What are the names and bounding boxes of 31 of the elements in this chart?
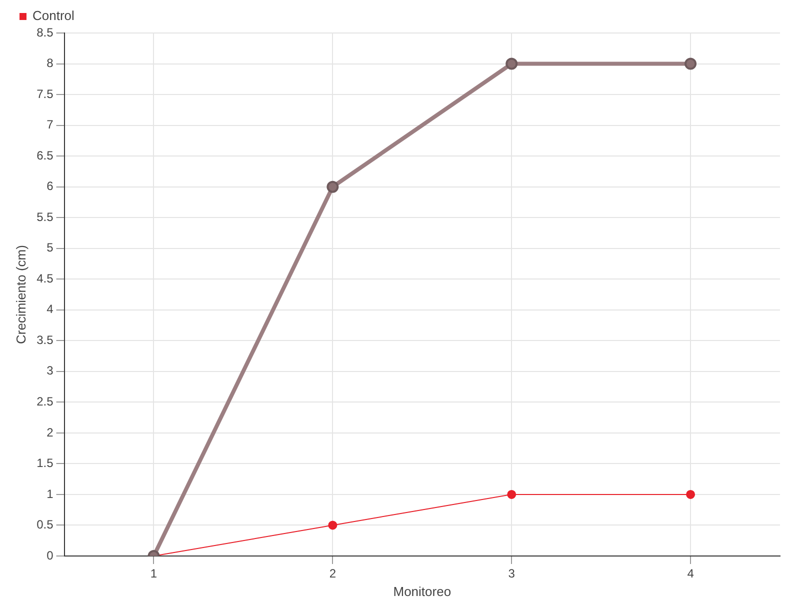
x-tick-label: 2 xyxy=(329,566,336,581)
y-tick-label: 5 xyxy=(46,240,54,255)
point xyxy=(326,180,339,193)
y-tick-label: 6 xyxy=(46,179,54,194)
y-tick-label: 1.5 xyxy=(36,456,54,470)
y-axis-title: Crecimiento (cm) xyxy=(13,245,28,344)
y-tick-label: 0 xyxy=(46,548,54,562)
y-tick-label: 7 xyxy=(46,118,54,132)
point xyxy=(684,58,697,70)
point xyxy=(328,520,338,530)
y-tick-label: 6.5 xyxy=(36,148,54,162)
y-tick-label: 1 xyxy=(46,486,54,501)
x-tick-label: 1 xyxy=(150,566,158,581)
y-tick-label: 8.5 xyxy=(36,25,54,40)
y-tick-label: 7.5 xyxy=(36,86,54,101)
y-tick-label: 4 xyxy=(46,302,54,316)
y-tick-label: 5.5 xyxy=(36,210,54,224)
y-tick-label: 4.5 xyxy=(36,271,54,286)
point xyxy=(507,490,516,499)
point xyxy=(686,490,696,499)
x-axis-title: Monitoreo xyxy=(393,584,452,599)
x-tick-label: 4 xyxy=(687,566,694,581)
y-tick-label: 3.5 xyxy=(36,332,54,347)
point xyxy=(506,58,518,70)
y-tick-label: 8 xyxy=(46,56,54,70)
legend-label: Control xyxy=(32,8,75,24)
y-tick-label: 3 xyxy=(46,364,54,378)
y-tick-label: 2.5 xyxy=(36,394,54,408)
x-tick-label: 3 xyxy=(508,566,516,581)
y-tick-label: 2 xyxy=(46,425,54,440)
y-tick-label: 0.5 xyxy=(36,518,54,532)
